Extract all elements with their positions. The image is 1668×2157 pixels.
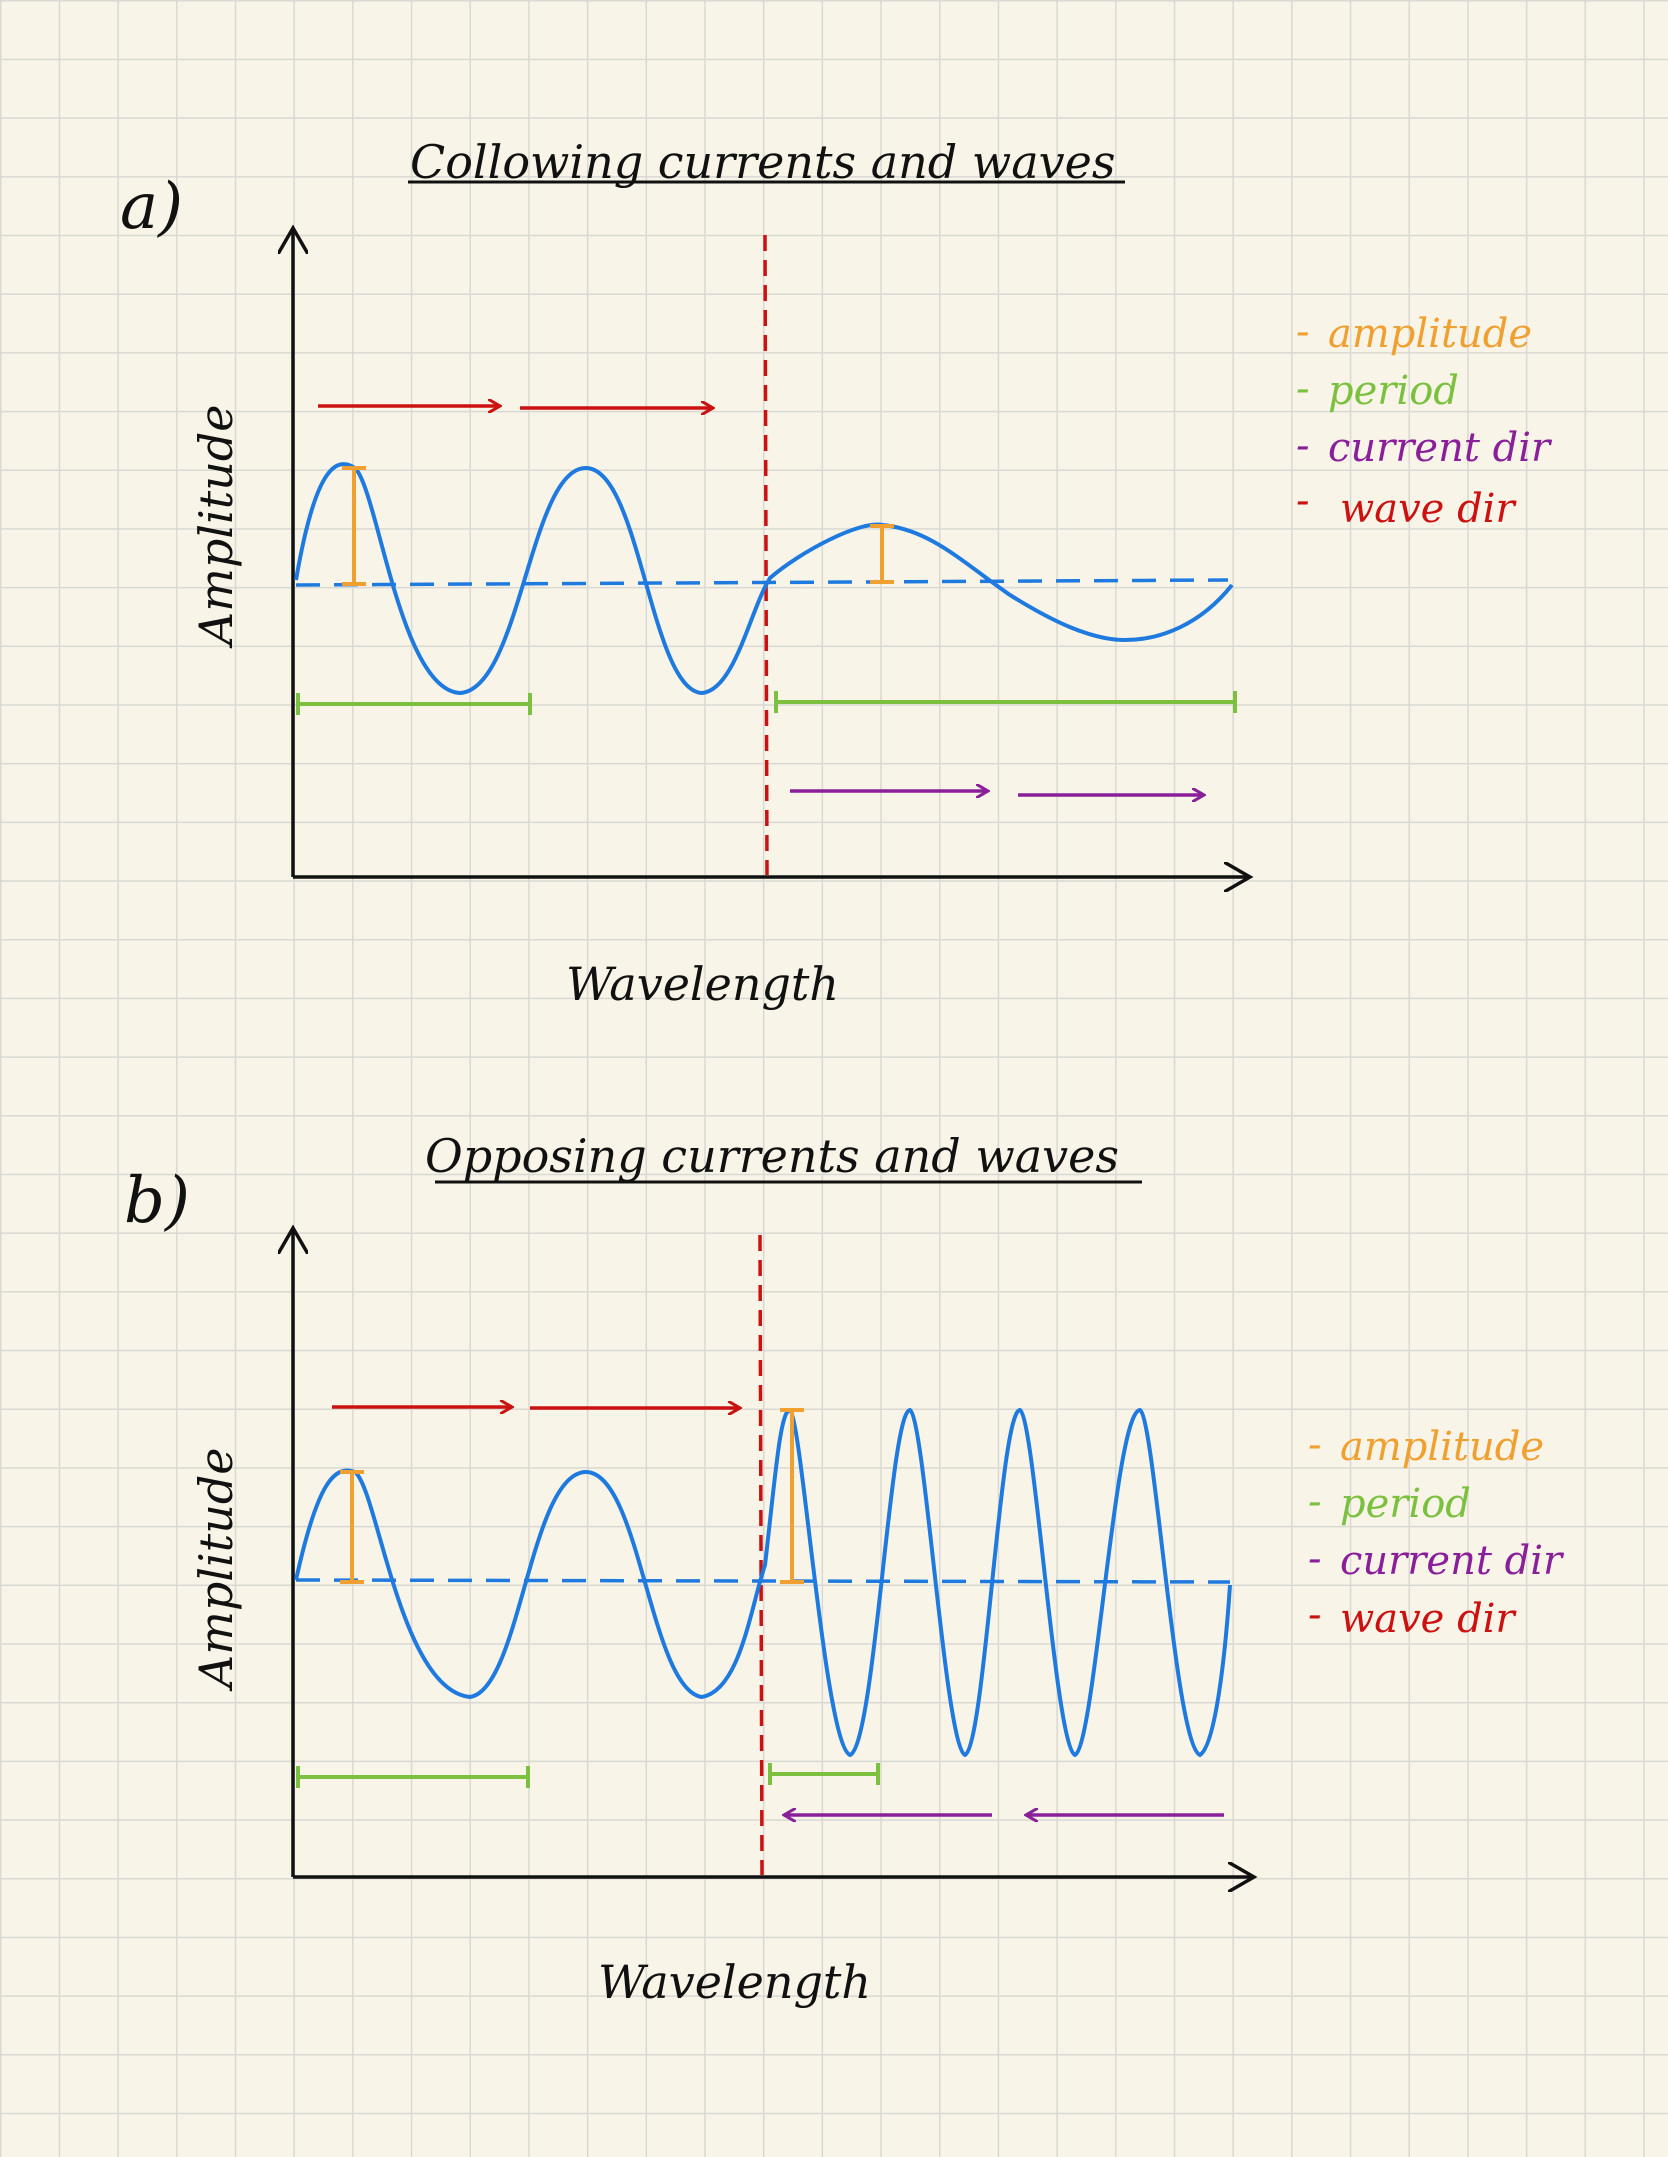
- legend-item-current-dir: - current dir: [1308, 1536, 1565, 1584]
- legend-item-current-dir: - current dir: [1296, 423, 1553, 471]
- legend-label: wave dir: [1340, 1596, 1517, 1642]
- svg-text:-: -: [1308, 1536, 1322, 1582]
- panel-b-wave: [294, 1407, 1232, 1758]
- legend-item-amplitude: - amplitude: [1296, 309, 1532, 357]
- legend-label: wave dir: [1340, 486, 1517, 532]
- svg-text:-: -: [1296, 423, 1310, 469]
- panel-a-title: Collowing currents and waves: [410, 135, 1115, 189]
- legend-item-wave-dir: - wave dir: [1296, 478, 1517, 532]
- svg-text:-: -: [1308, 1479, 1322, 1525]
- svg-text:-: -: [1296, 478, 1310, 524]
- panel-a-x-label: Wavelength: [566, 957, 839, 1011]
- panel-b-label: b): [124, 1164, 190, 1238]
- legend-item-period: - period: [1308, 1479, 1471, 1527]
- legend-label: amplitude: [1328, 311, 1532, 357]
- legend-item-wave-dir: - wave dir: [1308, 1592, 1517, 1642]
- panel-a-amplitude-marker: [870, 524, 894, 584]
- panel-b-period-marker: [296, 1766, 530, 1788]
- panel-b-amplitude-marker: [340, 1470, 364, 1584]
- panel-b-title: Opposing currents and waves: [425, 1129, 1119, 1183]
- legend-label: current dir: [1340, 1538, 1565, 1584]
- panel-a-label: a): [120, 170, 183, 244]
- panel-b-amplitude-marker: [780, 1408, 804, 1584]
- panel-a-amplitude-marker: [342, 466, 366, 586]
- panel-a-wave: [294, 462, 1234, 696]
- legend-item-period: - period: [1296, 366, 1459, 414]
- panel-b-x-label: Wavelength: [598, 1955, 871, 2009]
- panel-a-period-marker: [774, 691, 1237, 713]
- panel-a-mean-level: [295, 578, 1229, 587]
- legend-label: current dir: [1328, 425, 1553, 471]
- panel-a-period-marker: [296, 693, 532, 715]
- panel-b-divider: [758, 1234, 764, 1876]
- svg-text:-: -: [1308, 1422, 1322, 1468]
- legend-label: period: [1340, 1481, 1471, 1527]
- svg-text:-: -: [1296, 366, 1310, 412]
- panel-b-legend: - amplitude - period - current dir - wav…: [1308, 1422, 1565, 1642]
- panel-a: a) Collowing currents and waves Waveleng…: [120, 135, 1553, 1011]
- legend-label: amplitude: [1340, 1424, 1544, 1470]
- legend-label: period: [1328, 368, 1459, 414]
- panel-a-legend: - amplitude - period - current dir - wav…: [1296, 309, 1553, 532]
- panel-a-divider: [763, 234, 769, 876]
- svg-text:-: -: [1308, 1592, 1322, 1638]
- panel-b-mean-level: [295, 1578, 1231, 1584]
- svg-text:-: -: [1296, 309, 1310, 355]
- panel-b-period-marker: [768, 1763, 880, 1785]
- panel-b: b) Opposing currents and waves Wavelengt…: [124, 1129, 1565, 2009]
- panel-b-y-label: Amplitude: [189, 1448, 243, 1693]
- legend-item-amplitude: - amplitude: [1308, 1422, 1544, 1470]
- panel-a-y-label: Amplitude: [189, 405, 243, 650]
